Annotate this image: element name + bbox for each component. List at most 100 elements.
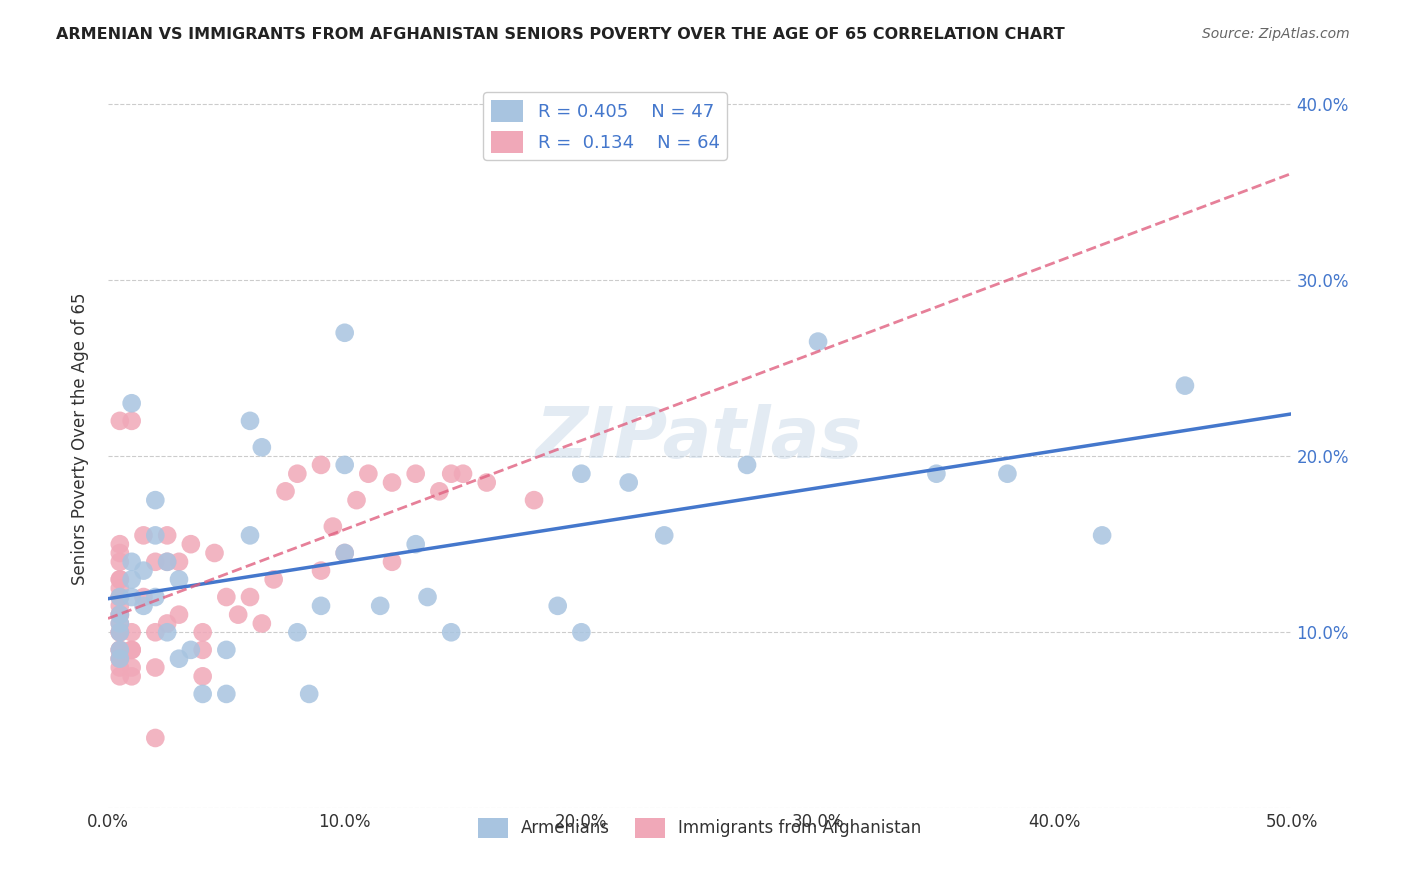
Point — [180, 537, 202, 551]
Point — [121, 573, 143, 587]
Point — [108, 607, 131, 622]
Point — [108, 651, 131, 665]
Point — [309, 564, 332, 578]
Point — [523, 493, 546, 508]
Point — [143, 660, 166, 674]
Point — [108, 607, 131, 622]
Point — [108, 537, 131, 551]
Point — [108, 625, 131, 640]
Point — [121, 660, 143, 674]
Point — [132, 599, 155, 613]
Point — [108, 616, 131, 631]
Point — [108, 643, 131, 657]
Point — [167, 573, 190, 587]
Point — [215, 687, 238, 701]
Point — [405, 467, 427, 481]
Point — [263, 573, 285, 587]
Point — [569, 625, 592, 640]
Point — [156, 555, 179, 569]
Point — [156, 555, 179, 569]
Point — [132, 564, 155, 578]
Point — [617, 475, 640, 490]
Point — [108, 590, 131, 604]
Point — [191, 625, 214, 640]
Point — [215, 590, 238, 604]
Point — [250, 616, 273, 631]
Point — [132, 528, 155, 542]
Point — [167, 607, 190, 622]
Point — [333, 546, 356, 560]
Point — [405, 537, 427, 551]
Point — [239, 590, 262, 604]
Text: ZIPatlas: ZIPatlas — [536, 404, 863, 473]
Point — [298, 687, 321, 701]
Point — [121, 590, 143, 604]
Point — [108, 590, 131, 604]
Point — [997, 467, 1019, 481]
Point — [108, 590, 131, 604]
Point — [108, 625, 131, 640]
Point — [108, 625, 131, 640]
Point — [121, 643, 143, 657]
Point — [121, 625, 143, 640]
Point — [108, 651, 131, 665]
Point — [108, 643, 131, 657]
Point — [333, 546, 356, 560]
Point — [108, 607, 131, 622]
Point — [274, 484, 297, 499]
Point — [143, 625, 166, 640]
Point — [108, 573, 131, 587]
Point — [204, 546, 226, 560]
Point — [1174, 378, 1197, 392]
Point — [1091, 528, 1114, 542]
Point — [108, 414, 131, 428]
Point — [108, 643, 131, 657]
Point — [925, 467, 948, 481]
Point — [381, 475, 404, 490]
Text: ARMENIAN VS IMMIGRANTS FROM AFGHANISTAN SENIORS POVERTY OVER THE AGE OF 65 CORRE: ARMENIAN VS IMMIGRANTS FROM AFGHANISTAN … — [56, 27, 1064, 42]
Point — [475, 475, 498, 490]
Y-axis label: Seniors Poverty Over the Age of 65: Seniors Poverty Over the Age of 65 — [72, 293, 89, 585]
Point — [250, 440, 273, 454]
Point — [108, 669, 131, 683]
Point — [121, 643, 143, 657]
Point — [569, 467, 592, 481]
Point — [309, 458, 332, 472]
Point — [108, 599, 131, 613]
Point — [143, 731, 166, 745]
Point — [143, 590, 166, 604]
Point — [191, 643, 214, 657]
Point — [167, 651, 190, 665]
Point — [180, 643, 202, 657]
Point — [735, 458, 758, 472]
Point — [108, 581, 131, 595]
Point — [226, 607, 249, 622]
Point — [652, 528, 675, 542]
Point — [132, 590, 155, 604]
Point — [440, 625, 463, 640]
Point — [156, 528, 179, 542]
Point — [121, 555, 143, 569]
Point — [322, 519, 344, 533]
Point — [121, 396, 143, 410]
Point — [451, 467, 474, 481]
Point — [143, 528, 166, 542]
Point — [108, 651, 131, 665]
Point — [440, 467, 463, 481]
Point — [108, 546, 131, 560]
Point — [547, 599, 569, 613]
Point — [368, 599, 391, 613]
Text: Source: ZipAtlas.com: Source: ZipAtlas.com — [1202, 27, 1350, 41]
Point — [309, 599, 332, 613]
Point — [156, 625, 179, 640]
Point — [191, 669, 214, 683]
Point — [239, 414, 262, 428]
Point — [333, 458, 356, 472]
Point — [346, 493, 368, 508]
Legend: Armenians, Immigrants from Afghanistan: Armenians, Immigrants from Afghanistan — [471, 811, 928, 845]
Point — [333, 326, 356, 340]
Point — [285, 625, 308, 640]
Point — [427, 484, 450, 499]
Point — [191, 687, 214, 701]
Point — [143, 555, 166, 569]
